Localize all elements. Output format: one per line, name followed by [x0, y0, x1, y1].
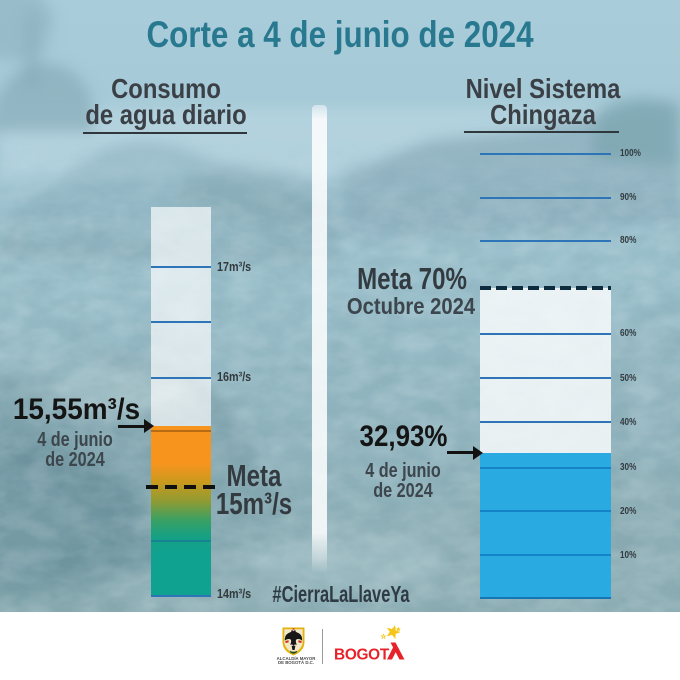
svg-text:BOGOT: BOGOT — [334, 647, 390, 664]
